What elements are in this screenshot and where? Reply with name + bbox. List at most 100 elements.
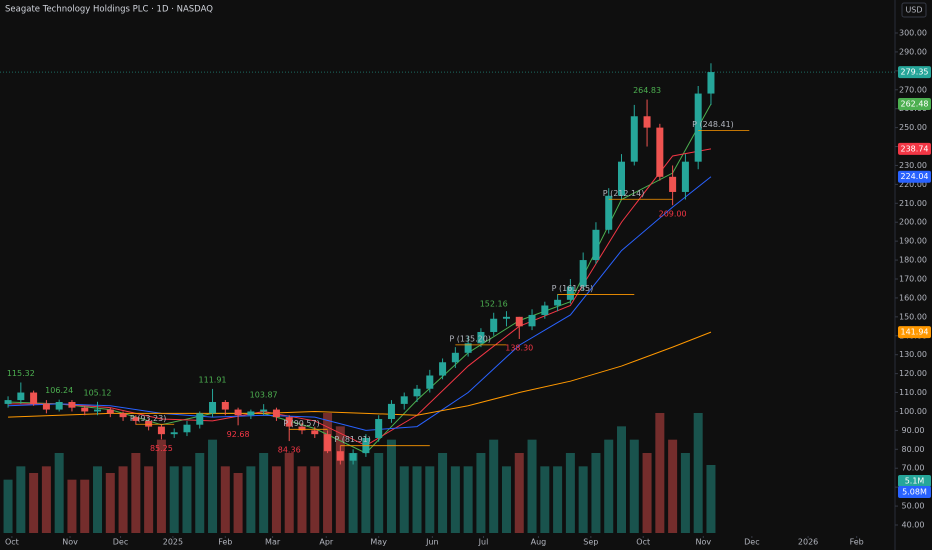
x-tick-label: Oct [5, 538, 19, 547]
ma-label: 262.48 [901, 99, 929, 108]
candle-body [30, 392, 38, 404]
volume-bar [374, 453, 384, 533]
volume-bar [617, 426, 627, 533]
candle-body [605, 195, 613, 230]
candle-body [298, 426, 306, 431]
x-tick-label: Feb [850, 538, 864, 547]
volume-bar [3, 479, 13, 533]
volume-bar [271, 466, 281, 533]
candle-body [42, 403, 50, 410]
volume-bar [182, 466, 192, 533]
extreme-label: 115.32 [7, 369, 35, 378]
candle-body [119, 413, 127, 418]
candle-body [643, 116, 651, 128]
y-tick-label: 190.00 [899, 237, 927, 246]
y-tick-label: 40.00 [902, 521, 925, 530]
candle-body [272, 409, 280, 418]
candle-body [681, 161, 689, 192]
volume-bar [41, 466, 51, 533]
pivot-label: P (161.85) [552, 284, 594, 293]
candle-body [209, 402, 217, 414]
y-tick-label: 160.00 [899, 293, 927, 302]
volume-bar [297, 466, 307, 533]
candle-body [707, 72, 715, 94]
x-tick-label: Apr [319, 538, 334, 547]
ma-badge [898, 142, 931, 155]
chart-title: Seagate Technology Holdings PLC · 1D · N… [5, 5, 213, 15]
candle-body [183, 424, 191, 433]
x-tick-label: Dec [113, 538, 128, 547]
volume-bar [642, 453, 652, 533]
volume-bar [629, 439, 639, 533]
extreme-label: 105.12 [84, 388, 112, 397]
candle-body [221, 402, 229, 410]
ma-badge [898, 326, 931, 339]
volume-bar [323, 413, 333, 533]
candle-body [656, 127, 664, 177]
y-tick-label: 80.00 [902, 445, 925, 454]
pivot-label: P (93.23) [130, 414, 167, 423]
volume-bar [208, 439, 218, 533]
volume-bar [284, 453, 294, 533]
candle-body [502, 316, 510, 319]
candle-body [196, 413, 204, 425]
volume-bar [527, 439, 537, 533]
y-tick-label: 150.00 [899, 312, 927, 321]
candle-body [336, 451, 344, 461]
candle-body [94, 409, 102, 412]
candle-body [451, 352, 459, 363]
pivot-label: P (248.41) [692, 120, 734, 129]
volume-bar [399, 466, 409, 533]
volume-bar [706, 465, 716, 533]
currency[interactable]: USD [905, 6, 922, 15]
candle-body [55, 402, 63, 410]
candle-body [669, 176, 677, 192]
ma-label: 224.04 [901, 172, 929, 181]
x-tick-label: Nov [62, 538, 78, 547]
volume-bar [156, 439, 166, 533]
candle-body [630, 116, 638, 162]
volume-bar [93, 466, 103, 533]
volume-ma-badge [898, 486, 931, 498]
currency-box[interactable] [901, 2, 927, 18]
last-price-badge [898, 66, 931, 79]
ma-label: 238.74 [901, 144, 929, 153]
volume-bar [16, 466, 26, 533]
volume-bar [463, 466, 473, 533]
candle-body [464, 343, 472, 353]
volume-bar [540, 466, 550, 533]
candle-body [477, 331, 485, 344]
volume-bar [169, 466, 179, 533]
volume-bar [233, 473, 243, 533]
candle-body [4, 400, 12, 404]
candle-body [81, 407, 89, 412]
volume-bar [553, 466, 563, 533]
x-tick-label: 2025 [163, 538, 183, 547]
y-tick-label: 250.00 [899, 123, 927, 132]
volume-bar [29, 473, 39, 533]
volume-bar [655, 413, 665, 533]
y-tick-label: 270.00 [899, 85, 927, 94]
volume-bar [105, 473, 115, 533]
volume-bar [67, 479, 77, 533]
volume-bar [693, 413, 703, 533]
candle-body [132, 417, 140, 421]
volume-bar [195, 453, 205, 533]
y-tick-label: 170.00 [899, 275, 927, 284]
volume-bar [80, 479, 90, 533]
y-tick-label: 50.00 [902, 502, 925, 511]
last-price-label: 279.35 [901, 68, 929, 77]
volume-bar [412, 466, 422, 533]
extreme-label: 106.24 [45, 386, 73, 395]
candle-body [387, 403, 395, 420]
y-tick-label: 200.00 [899, 218, 927, 227]
volume-bar [246, 466, 256, 533]
extreme-label: 92.68 [227, 430, 250, 439]
volume-bar [501, 466, 511, 533]
volume-bar [54, 453, 64, 533]
extreme-label: 138.30 [505, 343, 533, 352]
ma-label: 141.94 [901, 328, 929, 337]
candle-body [285, 417, 293, 427]
candle-body [566, 286, 574, 300]
